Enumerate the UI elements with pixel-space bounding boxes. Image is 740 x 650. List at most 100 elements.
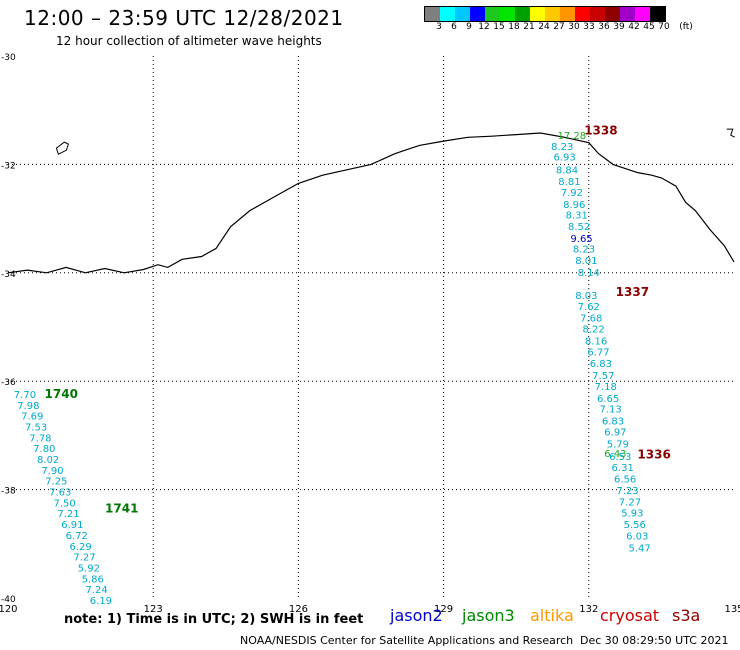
- color-scale-bar: [424, 6, 666, 22]
- swh-value: 7.23: [616, 486, 638, 497]
- generated-timestamp: Dec 30 08:29:50 UTC 2021: [580, 634, 729, 647]
- swh-value: 7.57: [592, 371, 614, 382]
- color-swatch: [485, 7, 500, 21]
- pass-time-label: 1740: [45, 387, 78, 401]
- swh-value: 6.56: [614, 475, 636, 486]
- color-swatch: [590, 7, 605, 21]
- swh-value: 8.96: [563, 200, 585, 211]
- swh-value: 6.31: [612, 463, 634, 474]
- swh-value: 6.29: [69, 542, 91, 553]
- swh-value: 7.62: [578, 302, 600, 313]
- lat-tick-label: -30: [1, 53, 16, 63]
- color-scale-tick: 15: [493, 22, 505, 32]
- pass-time-label: 1338: [584, 124, 617, 138]
- color-scale-tick: 33: [583, 22, 595, 32]
- swh-value: 7.68: [580, 314, 602, 325]
- swh-value: 6.93: [553, 153, 575, 164]
- color-scale-tick: 24: [538, 22, 550, 32]
- swh-value: 7.63: [49, 488, 71, 499]
- lon-tick-label: 123: [144, 604, 163, 615]
- color-scale-tick: 27: [553, 22, 565, 32]
- map-subtitle: 12 hour collection of altimeter wave hei…: [56, 34, 322, 48]
- pass-time-label: 1336: [637, 448, 670, 462]
- swh-value: 8.23: [551, 142, 573, 153]
- swh-value: 7.90: [41, 466, 63, 477]
- swh-value: 5.56: [624, 520, 646, 531]
- swh-value: 9.65: [570, 234, 592, 245]
- color-scale-unit: (ft): [679, 22, 693, 32]
- credit-text: NOAA/NESDIS Center for Satellite Applica…: [240, 634, 574, 647]
- swh-value: 6.83: [602, 417, 624, 428]
- swh-value: 5.93: [621, 509, 643, 520]
- swh-value: 7.18: [595, 382, 617, 393]
- swh-value: 8.14: [578, 268, 600, 279]
- swh-value: 8.31: [566, 211, 588, 222]
- swh-value: 5.79: [607, 439, 629, 450]
- swh-value: 5.92: [78, 563, 100, 574]
- swh-value: 5.47: [628, 543, 650, 554]
- color-scale-tick: 18: [508, 22, 520, 32]
- color-swatch: [575, 7, 590, 21]
- lat-tick-label: -38: [1, 487, 16, 497]
- island-outline: [726, 128, 735, 138]
- swh-value: 6.65: [597, 394, 619, 405]
- lon-tick-label: 126: [289, 604, 308, 615]
- color-scale-tick: 30: [568, 22, 580, 32]
- swh-value: 6.77: [587, 348, 609, 359]
- swh-value: 7.27: [619, 497, 641, 508]
- swh-value: 17.28: [558, 131, 587, 142]
- color-swatch: [500, 7, 515, 21]
- footer-note: note: 1) Time is in UTC; 2) SWH is in fe…: [64, 612, 364, 627]
- color-scale-tick: 36: [598, 22, 610, 32]
- lat-tick-label: -32: [1, 161, 16, 171]
- color-scale-tick: 9: [466, 22, 472, 32]
- swh-value: 7.70: [14, 390, 36, 401]
- lat-tick-label: -36: [1, 378, 16, 388]
- swh-value: 7.98: [17, 401, 39, 412]
- satellite-legend-item: cryosat: [600, 606, 660, 625]
- color-scale-tick: 12: [478, 22, 490, 32]
- color-swatch: [470, 7, 485, 21]
- lon-tick-label: 120: [0, 604, 18, 615]
- swh-value: 6.03: [626, 531, 648, 542]
- pass-time-label: 1741: [105, 501, 138, 515]
- color-swatch: [545, 7, 560, 21]
- swh-value: 8.16: [585, 336, 607, 347]
- swh-value: 8.81: [558, 177, 580, 188]
- swh-value: 7.78: [29, 433, 51, 444]
- lon-tick-label: 132: [579, 604, 598, 615]
- satellite-legend-item: altika: [530, 606, 574, 625]
- swh-value: 7.92: [561, 188, 583, 199]
- coastline: [7, 132, 735, 274]
- color-scale-labels: 3 6 9 12 15 18 21 24 27 30 33 36 39 42 45 70 (ft): [424, 22, 740, 34]
- island-outline: [55, 141, 70, 155]
- swh-value: 6.72: [66, 531, 88, 542]
- color-scale-tick: 39: [613, 22, 625, 32]
- swh-value: 7.24: [85, 585, 107, 596]
- swh-value: 8.84: [556, 166, 578, 177]
- pass-time-label: 1337: [616, 285, 649, 299]
- color-scale-tick: 3: [436, 22, 442, 32]
- swh-value: 5.86: [82, 574, 104, 585]
- satellite-legend-item: s3a: [672, 606, 701, 625]
- color-swatch: [515, 7, 530, 21]
- satellite-legend-item: jason2: [390, 606, 443, 625]
- swh-value: 6.97: [604, 427, 626, 438]
- swh-value: 8.03: [575, 291, 597, 302]
- map-title: 12:00 – 23:59 UTC 12/28/2021: [24, 6, 344, 30]
- color-swatch: [455, 7, 470, 21]
- color-scale-tick: 42: [628, 22, 640, 32]
- swh-value: 7.27: [73, 553, 95, 564]
- color-swatch: [605, 7, 620, 21]
- swh-value: 6.19: [90, 596, 112, 607]
- swh-value: 8.01: [575, 256, 597, 267]
- color-swatch: [425, 7, 440, 21]
- swh-value: 7.69: [21, 412, 43, 423]
- swh-value: 6.83: [590, 359, 612, 370]
- swh-value: 6.43: [604, 449, 626, 460]
- swh-value: 7.25: [45, 477, 67, 488]
- color-swatch: [620, 7, 635, 21]
- color-swatch: [530, 7, 545, 21]
